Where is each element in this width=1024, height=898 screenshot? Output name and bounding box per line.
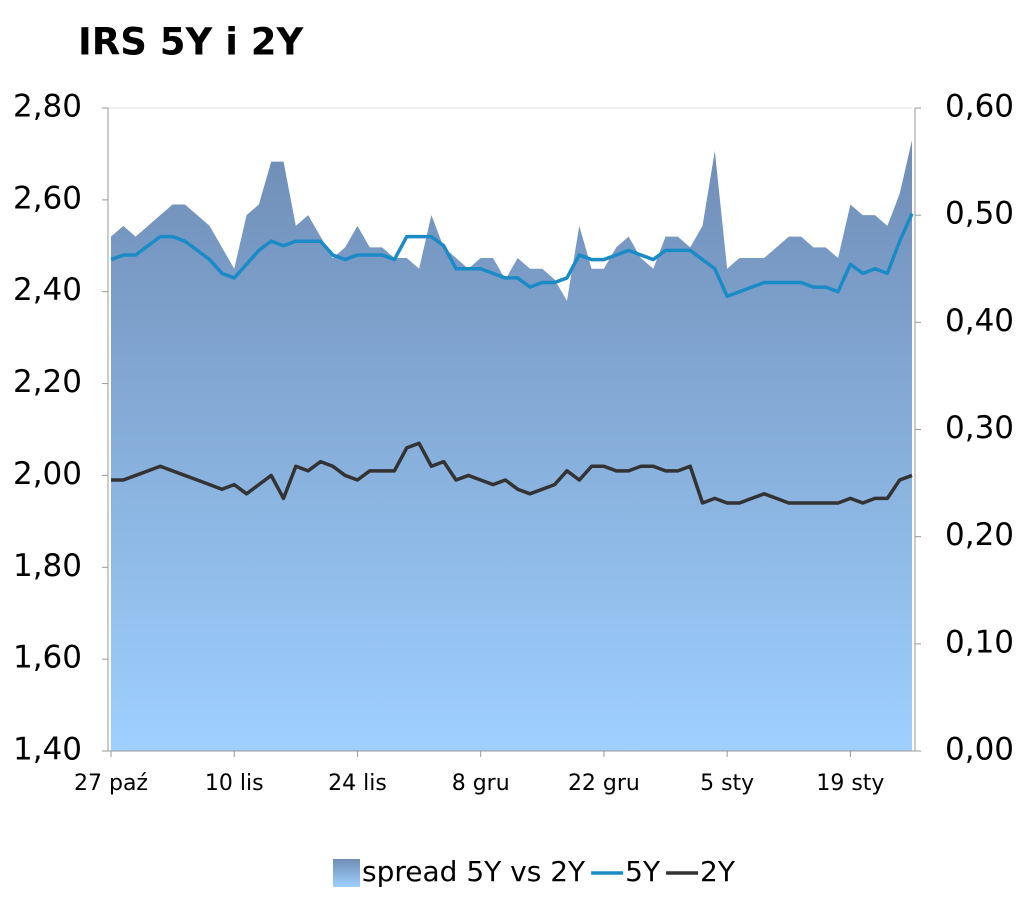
x-tick-label: 24 lis <box>328 771 387 796</box>
line-series <box>111 441 913 505</box>
y-tick-label: 1,80 <box>13 548 82 584</box>
legend-label: 2Y <box>700 855 736 888</box>
y-tick-label: 2,40 <box>13 272 82 308</box>
y-tick-label: 1,60 <box>13 640 82 676</box>
x-tick-label: 19 sty <box>816 771 884 796</box>
spread-area <box>111 140 912 751</box>
plot-area <box>110 140 914 751</box>
y2-tick-label: 0,00 <box>945 732 1014 768</box>
x-tick-label: 27 paź <box>74 771 148 796</box>
y2-tick-label: 0,60 <box>945 89 1014 125</box>
y2-tick-label: 0,50 <box>945 196 1014 232</box>
y-tick-label: 2,60 <box>13 180 82 216</box>
y2-tick-label: 0,30 <box>945 410 1014 446</box>
x-tick-label: 10 lis <box>205 771 264 796</box>
y2-tick-label: 0,10 <box>945 624 1014 660</box>
legend-swatch <box>333 859 360 887</box>
y-tick-label: 2,80 <box>13 89 82 125</box>
y2-tick-label: 0,20 <box>945 517 1014 553</box>
x-tick-label: 8 gru <box>452 771 510 796</box>
line-series <box>110 212 914 299</box>
y-tick-label: 2,00 <box>13 456 82 492</box>
legend-label: spread 5Y vs 2Y <box>362 855 586 888</box>
legend-label: 5Y <box>625 855 661 888</box>
chart-title: IRS 5Y i 2Y <box>78 21 305 64</box>
y2-tick-label: 0,40 <box>945 303 1014 339</box>
y-tick-label: 1,40 <box>13 732 82 768</box>
x-tick-label: 22 gru <box>568 771 640 796</box>
x-tick-label: 5 sty <box>700 771 754 796</box>
y-tick-label: 2,20 <box>13 364 82 400</box>
